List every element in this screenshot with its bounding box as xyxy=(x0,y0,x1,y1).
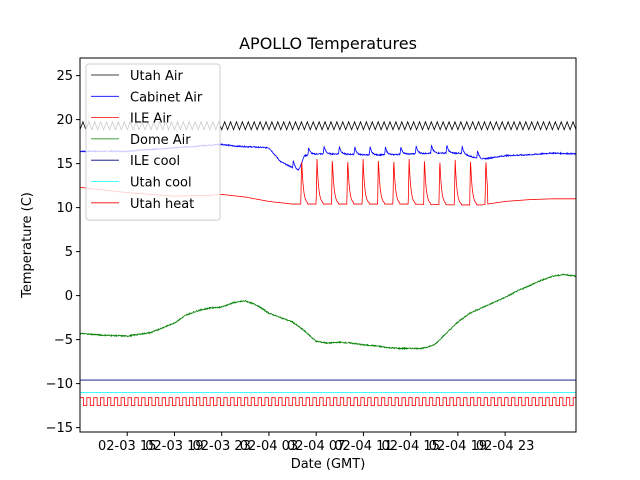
legend-box xyxy=(85,63,221,221)
legend-label-ile-cool: ILE cool xyxy=(130,154,180,169)
x-tick-label: 02-04 19 xyxy=(429,439,487,454)
y-tick-label: −5 xyxy=(54,333,73,348)
x-tick-label: 02-04 15 xyxy=(381,439,439,454)
x-tick-label: 02-03 15 xyxy=(98,439,156,454)
y-axis-label: Temperature (C) xyxy=(20,192,35,299)
legend-label-utah-air: Utah Air xyxy=(130,69,183,84)
legend-label-utah-heat: Utah heat xyxy=(130,197,194,212)
legend-label-dome-air: Dome Air xyxy=(130,133,191,148)
x-tick-label: 02-04 07 xyxy=(287,439,345,454)
x-tick-label: 02-04 03 xyxy=(240,439,298,454)
y-tick-label: 20 xyxy=(56,113,73,128)
legend-label-cabinet-air: Cabinet Air xyxy=(130,90,203,105)
x-tick-label: 02-04 23 xyxy=(476,439,534,454)
x-tick-label: 02-03 23 xyxy=(192,439,250,454)
legend: Utah Air Cabinet Air ILE Air Dome Air ILE co… xyxy=(85,63,221,221)
series-line-dome-air xyxy=(80,273,576,350)
y-tick-label: 0 xyxy=(65,289,73,304)
y-tick-label: 10 xyxy=(56,201,73,216)
y-tick-label: 15 xyxy=(56,157,73,172)
y-tick-label: −10 xyxy=(46,377,73,392)
x-tick-label: 02-04 11 xyxy=(334,439,392,454)
x-tick-label: 02-03 19 xyxy=(145,439,203,454)
y-tick-label: 5 xyxy=(65,245,73,260)
legend-label-ile-air: ILE Air xyxy=(130,112,172,127)
y-tick-label: 25 xyxy=(56,69,73,84)
plot-frame xyxy=(79,57,577,433)
series-line-utah-heat xyxy=(80,397,576,406)
x-axis-label: Date (GMT) xyxy=(291,457,366,472)
legend-label-utah-cool: Utah cool xyxy=(130,176,192,191)
chart-title: APOLLO Temperatures xyxy=(239,34,417,53)
y-axis: −15 −10 −5 0 5 10 15 20 25 xyxy=(46,69,80,436)
y-tick-label: −15 xyxy=(46,421,73,436)
